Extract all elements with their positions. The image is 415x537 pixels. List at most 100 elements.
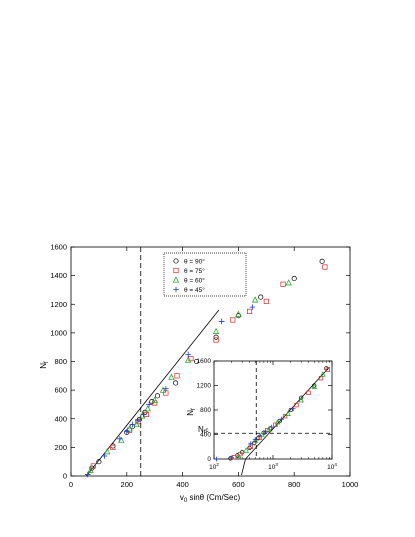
inset-point-triangle <box>320 371 326 377</box>
inset-point-circle <box>252 440 257 446</box>
main-point-square <box>213 337 219 343</box>
main-point-triangle <box>235 310 242 317</box>
main-point-square <box>247 308 253 314</box>
main-y-tick-label: 400 <box>54 414 67 423</box>
inset-point-triangle <box>311 383 318 389</box>
main-point-circle <box>258 294 264 300</box>
main-point-triangle <box>126 425 133 432</box>
inset-point-plus <box>214 456 219 462</box>
main-point-triangle <box>251 296 259 303</box>
inset-point-plus <box>269 424 275 430</box>
inset-x-tick-label: 102 <box>209 462 219 471</box>
inset-y-axis-label: Nf <box>186 408 197 416</box>
main-point-square <box>174 373 180 379</box>
main-point-square <box>230 317 236 323</box>
main-y-tick-label: 1400 <box>50 271 67 280</box>
main-point-circle <box>319 258 325 264</box>
main-point-triangle <box>118 436 125 443</box>
inset-point-plus <box>263 429 269 435</box>
inset-point-triangle <box>235 452 242 459</box>
main-chart: 0 200 400 600 800 1000 0200400600800100012001… <box>39 243 358 505</box>
main-point-plus <box>84 471 91 478</box>
inset-point-square <box>273 422 278 427</box>
inset-point-square <box>294 402 299 408</box>
main-y-tick-label: 1600 <box>50 243 67 252</box>
legend-box <box>163 252 247 297</box>
inset-point-plus <box>229 455 235 461</box>
legend-marker-square <box>173 267 179 274</box>
main-point-triangle <box>144 405 151 412</box>
inset-point-triangle <box>252 437 259 443</box>
main-x-tick-label: 1000 <box>342 480 359 489</box>
main-x-axis-label: v0 sinθ (Cm/Sec) <box>180 493 241 504</box>
main-x-tick-label: 0 <box>69 480 73 489</box>
main-point-plus <box>249 304 256 310</box>
inset-point-triangle <box>266 426 272 432</box>
main-point-circle <box>213 334 219 340</box>
main-point-circle <box>154 393 161 399</box>
legend-label: θ = 45° <box>184 286 205 294</box>
inset-point-triangle <box>259 431 265 437</box>
inset-y-tick-label: 1600 <box>197 358 212 365</box>
main-point-square <box>263 298 269 304</box>
legend-marker-plus <box>173 286 179 293</box>
main-point-square <box>152 400 158 406</box>
main-point-triangle <box>285 279 292 286</box>
inset-annotation-nfc: Nfc <box>198 425 208 436</box>
legend-marker-circle <box>173 258 179 264</box>
main-x-tick-label: 800 <box>288 480 301 489</box>
main-point-plus <box>146 401 152 408</box>
inset-chart: 102 103 104 0 400 800 1200 1600 Nf Nfc <box>186 358 337 476</box>
inset-point-plus <box>248 441 254 447</box>
inset-y-tick-label: 1200 <box>197 383 212 390</box>
main-y-tick-label: 800 <box>54 357 67 366</box>
inset-plot-frame <box>213 360 333 460</box>
legend-label: θ = 75° <box>184 267 205 275</box>
main-point-circle <box>110 443 116 449</box>
inset-points <box>214 366 330 476</box>
inset-y-tick-label: 800 <box>200 407 211 414</box>
inset-x-ticks: 102 103 104 <box>209 361 337 471</box>
inset-point-square <box>306 390 311 395</box>
inset-point-triangle <box>243 447 249 453</box>
inset-point-triangle <box>298 397 304 403</box>
main-x-tick-label: 200 <box>121 480 134 489</box>
main-y-tick-label: 0 <box>63 472 67 481</box>
inset-point-square <box>325 367 330 372</box>
legend-label: θ = 90° <box>184 258 205 266</box>
main-point-triangle <box>185 356 192 363</box>
main-point-square <box>280 281 286 287</box>
inset-x-tick-label: 104 <box>327 462 337 471</box>
main-point-circle <box>149 399 155 405</box>
inset-fit-line-tail <box>241 458 246 476</box>
main-x-tick-label: 400 <box>176 480 189 489</box>
main-point-plus <box>218 318 225 325</box>
main-x-ticks: 0 200 400 600 800 1000 <box>69 247 358 489</box>
main-point-circle <box>194 358 200 365</box>
main-point-plus <box>135 417 141 423</box>
main-points <box>84 258 328 478</box>
main-y-tick-label: 1200 <box>50 300 67 309</box>
inset-point-square <box>282 413 288 419</box>
legend: θ = 90°θ = 75° θ = 60°θ = 45° <box>163 252 247 297</box>
legend-marker-triangle <box>172 276 180 283</box>
inset-point-plus <box>279 416 285 422</box>
legend-items: θ = 90°θ = 75° θ = 60°θ = 45° <box>172 258 205 294</box>
main-y-tick-label: 600 <box>54 386 67 395</box>
inset-point-circle <box>299 395 304 400</box>
main-point-triangle <box>159 386 167 393</box>
inset-point-square <box>232 455 237 460</box>
inset-point-plus <box>290 406 296 412</box>
main-point-triangle <box>133 420 140 428</box>
main-point-circle <box>96 459 102 465</box>
inset-point-triangle <box>285 410 291 416</box>
inset-point-plus <box>257 433 263 439</box>
legend-label: θ = 60° <box>184 277 205 285</box>
main-point-triangle <box>168 373 175 380</box>
main-point-plus <box>117 435 123 442</box>
main-point-plus <box>124 428 130 435</box>
inset-y-tick-label: 0 <box>207 456 211 463</box>
inset-point-plus <box>252 437 258 442</box>
main-point-square <box>110 444 116 450</box>
